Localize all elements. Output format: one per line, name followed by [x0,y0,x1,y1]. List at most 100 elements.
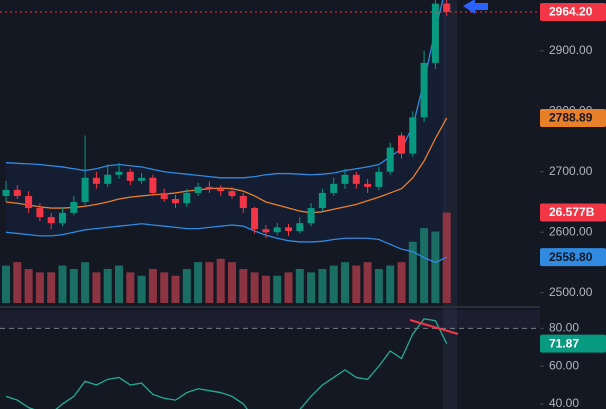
volume-bar [239,268,248,303]
volume-bar [81,262,90,303]
candle-body [115,171,123,175]
volume-bar [295,268,304,303]
volume-bar [273,275,282,303]
volume-bar [182,268,191,303]
rsi-line [5,318,448,409]
candle-body [172,198,179,204]
cursor-arrow [463,0,488,14]
candle-body [318,192,326,209]
candle-body [307,208,315,224]
candle-body [375,171,383,187]
candle-body [217,188,225,192]
volume-bar [261,275,270,303]
volume-bar [318,268,327,303]
rsi-zone [0,310,540,329]
volume-bar [397,262,406,303]
volume-bar [148,268,157,303]
volume-bar [284,272,293,303]
candle-body [398,135,405,154]
volume-bar [408,241,417,303]
candle-body [149,177,157,193]
price-tag-label: 2964.20 [549,5,593,19]
price-pane [0,0,540,303]
volume-bar [352,265,361,303]
y-tick-label: 2600.00 [549,224,593,238]
candle-body [341,174,349,184]
candle-body [296,223,304,232]
volume-bar [137,275,146,303]
candle-body [183,192,191,204]
candle-body [160,192,168,199]
candle-body [92,177,100,184]
volume-bar [24,268,33,303]
candle-body [13,189,21,196]
divergence-drawing [409,319,459,335]
volume-bar [92,272,101,303]
price-tag [540,334,606,353]
price-tag [540,109,606,128]
price-tag-label: 71.87 [549,336,579,350]
candle-body [59,212,66,224]
y-tick-label: 2500.00 [549,285,593,299]
price-tag [540,2,606,21]
candle-body [194,186,202,193]
volume-bar [374,268,383,303]
rsi-tick-label: 80.00 [549,320,579,334]
volume-bar [329,265,338,303]
volume-bar [115,265,123,303]
rsi-tick-label: 40.00 [549,396,579,409]
band-fill [6,0,447,263]
volume-bar [13,262,22,303]
volume-bar [35,272,44,303]
candle-body [104,174,112,184]
volume-bar [307,272,316,303]
candle-body [352,174,360,184]
volume-bar [171,275,180,303]
price-tag [540,248,606,267]
volume-bar [2,265,10,303]
candle-body [81,177,89,202]
candle-body [70,202,78,213]
rsi-tick-label: 60.00 [549,358,579,372]
candle-body [420,62,428,118]
price-tag [540,203,606,222]
bollinger-lower [5,223,447,264]
price-axis: 2500.002600.002700.002800.002900.0040.00… [540,2,606,409]
volume-bar [341,262,349,303]
candle-body [409,117,417,154]
candle-body [262,229,270,233]
volume-bar [420,228,429,303]
volume-bar [205,262,214,303]
bollinger-middle [5,117,448,214]
candle-body [386,147,394,172]
candle-body [2,189,10,196]
candle-body [228,191,236,196]
price-tag-label: 2558.80 [549,250,593,264]
volume-bar [47,272,56,303]
volume-bar [363,262,372,303]
volume-bar [160,272,169,303]
candle-body [25,195,33,209]
volume-bar [194,262,203,303]
volume-bar [250,272,259,303]
candle-body [47,217,55,224]
candle-body [239,195,247,209]
volume-bar [431,231,440,303]
volume-bar [126,272,135,303]
candle-body [205,186,213,189]
price-tag-label: 2788.89 [549,111,593,125]
volume-bar [216,258,225,303]
candle-body [330,183,338,193]
candle-body [138,177,146,181]
candle-body [251,208,259,230]
volume-bar [58,265,67,303]
y-tick-label: 2900.00 [549,43,593,57]
candle-body [126,171,134,181]
rsi-pane [0,310,540,409]
volume-bar [386,265,395,303]
candle-body [285,227,292,232]
candle-body [443,3,451,12]
